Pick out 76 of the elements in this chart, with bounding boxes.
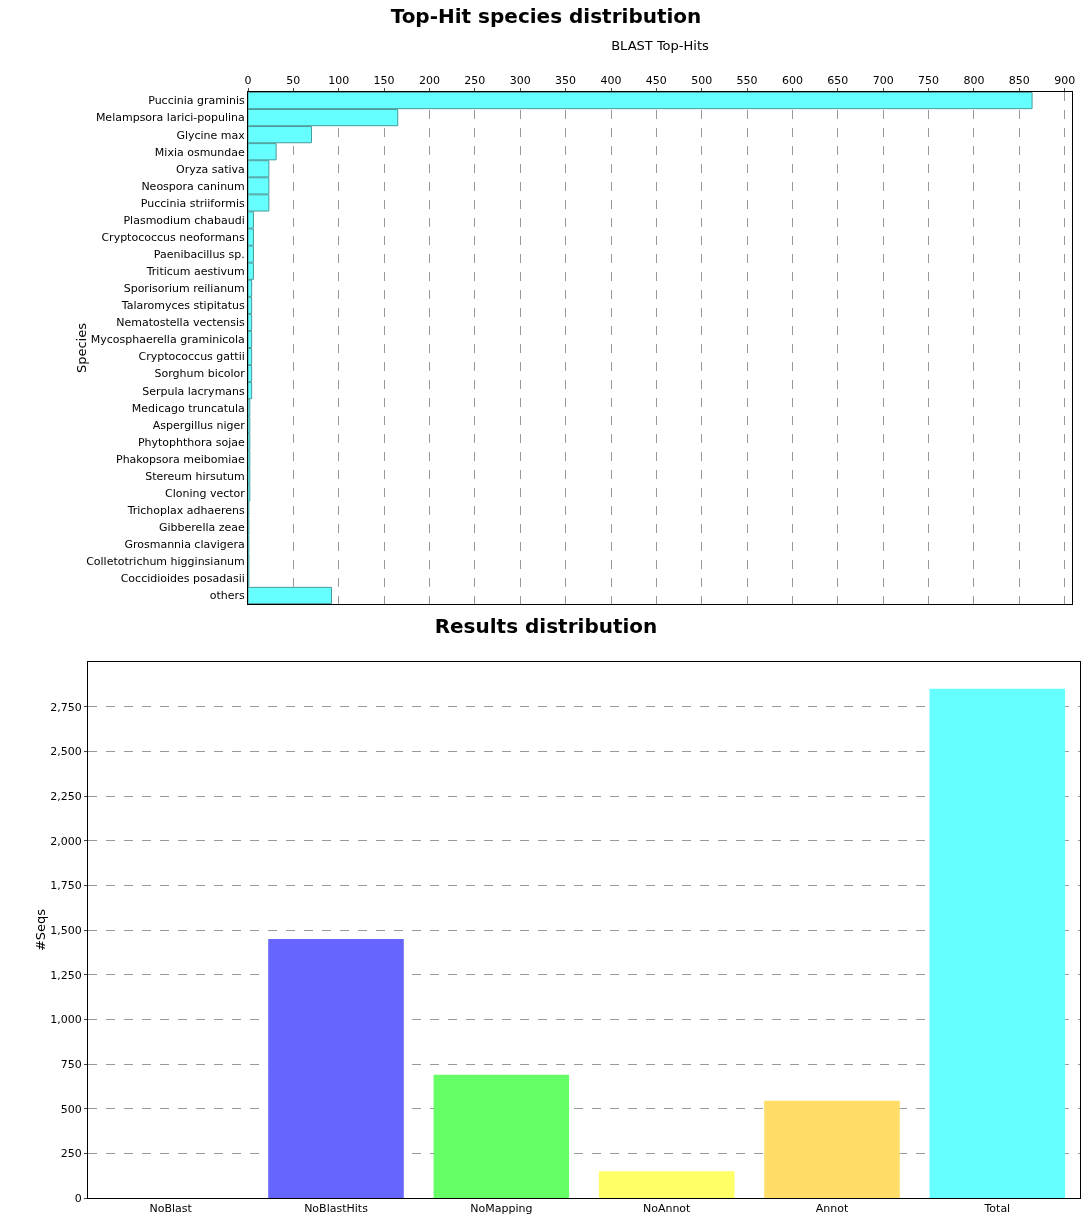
x-tick-label: NoBlastHits	[304, 1202, 369, 1216]
y-tick-label: Melampsora larici-populina	[95, 111, 245, 125]
y-tick-label: Triticum aestivum	[145, 265, 245, 279]
y-tick-label: Puccinia graminis	[148, 94, 246, 108]
y-tick-label: Sporisorium reilianum	[123, 282, 245, 296]
bar	[929, 688, 1066, 1198]
y-tick-label: 500	[60, 1102, 82, 1116]
x-tick-label: 600	[781, 73, 803, 87]
y-tick-label: Cryptococcus neoformans	[101, 230, 246, 244]
y-tick-label: Phakopsora meibomiae	[116, 452, 246, 466]
x-tick-label: 500	[691, 73, 713, 87]
y-tick-label: others	[209, 589, 246, 603]
x-tick-label: 800	[963, 73, 985, 87]
x-tick-label: 700	[872, 73, 894, 87]
y-tick-label: Colletotrichum higginsianum	[86, 555, 245, 569]
x-tick-label: 900	[1054, 73, 1076, 87]
y-tick-label: Trichoplax adhaerens	[126, 503, 246, 517]
y-tick-label: 1,250	[50, 968, 82, 982]
y-tick-label: Gibberella zeae	[159, 521, 246, 535]
y-tick-label: Serpula lacrymans	[142, 384, 246, 398]
y-tick-label: 1,000	[50, 1013, 82, 1027]
y-tick-label: Plasmodium chabaudi	[123, 213, 245, 227]
x-axis-title: BLAST Top-Hits	[611, 37, 709, 53]
chart-title: Top-Hit species distribution	[390, 4, 702, 29]
y-tick-label: Cryptococcus gattii	[138, 350, 245, 364]
y-tick-label: Mixia osmundae	[154, 145, 246, 159]
x-tick-label: 750	[918, 73, 940, 87]
x-tick-label: Annot	[815, 1202, 849, 1216]
x-tick-label: 550	[736, 73, 758, 87]
x-tick-label: 150	[373, 73, 395, 87]
y-tick-label: Cloning vector	[164, 486, 246, 500]
x-tick-label: Total	[983, 1202, 1011, 1216]
x-tick-label: 850	[1008, 73, 1030, 87]
y-tick-label: 2,000	[50, 834, 82, 848]
x-tick-label: 400	[600, 73, 622, 87]
y-tick-label: Medicago truncatula	[131, 401, 245, 415]
y-tick-label: 1,500	[50, 923, 82, 937]
bar	[598, 1171, 735, 1198]
y-tick-label: Paenibacillus sp.	[153, 247, 245, 261]
x-tick-label: 50	[286, 73, 301, 87]
y-tick-label: 2,250	[50, 789, 82, 803]
x-tick-label: NoBlast	[149, 1202, 193, 1216]
y-tick-label: 2,750	[50, 700, 82, 714]
y-tick-label: 750	[60, 1057, 82, 1071]
y-tick-label: 0	[74, 1191, 82, 1205]
bar	[268, 938, 404, 1198]
y-tick-label: Neospora caninum	[141, 179, 245, 193]
y-tick-label: Stereum hirsutum	[145, 469, 245, 483]
y-axis-title: #Seqs	[33, 908, 49, 952]
x-tick-label: 650	[827, 73, 849, 87]
x-tick-label: NoMapping	[470, 1202, 533, 1216]
y-tick-label: Aspergillus niger	[152, 418, 246, 432]
y-tick-label: 2,500	[50, 745, 82, 759]
chart-title: Results distribution	[434, 614, 658, 639]
bar	[764, 1100, 900, 1198]
y-tick-label: Puccinia striiformis	[140, 196, 246, 210]
x-tick-label: NoAnnot	[642, 1202, 692, 1216]
y-tick-label: Oryza sativa	[176, 162, 245, 176]
y-tick-label: Grosmannia clavigera	[124, 538, 245, 552]
y-tick-label: 250	[60, 1147, 82, 1161]
x-tick-label: 450	[645, 73, 667, 87]
y-tick-label: Talaromyces stipitatus	[120, 299, 246, 313]
bar	[433, 1074, 570, 1198]
y-tick-label: 1,750	[50, 879, 82, 893]
x-tick-label: 300	[509, 73, 531, 87]
y-tick-label: Phytophthora sojae	[137, 435, 246, 449]
x-tick-label: 100	[328, 73, 350, 87]
x-tick-label: 200	[419, 73, 440, 87]
y-axis-title: Species	[73, 322, 89, 374]
x-tick-label: 350	[555, 73, 577, 87]
x-tick-label: 250	[464, 73, 486, 87]
y-tick-label: Coccidioides posadasii	[120, 572, 245, 586]
y-tick-label: Nematostella vectensis	[116, 316, 246, 330]
y-tick-label: Sorghum bicolor	[154, 367, 246, 381]
y-tick-label: Glycine max	[176, 128, 246, 142]
y-tick-label: Mycosphaerella graminicola	[90, 333, 245, 347]
